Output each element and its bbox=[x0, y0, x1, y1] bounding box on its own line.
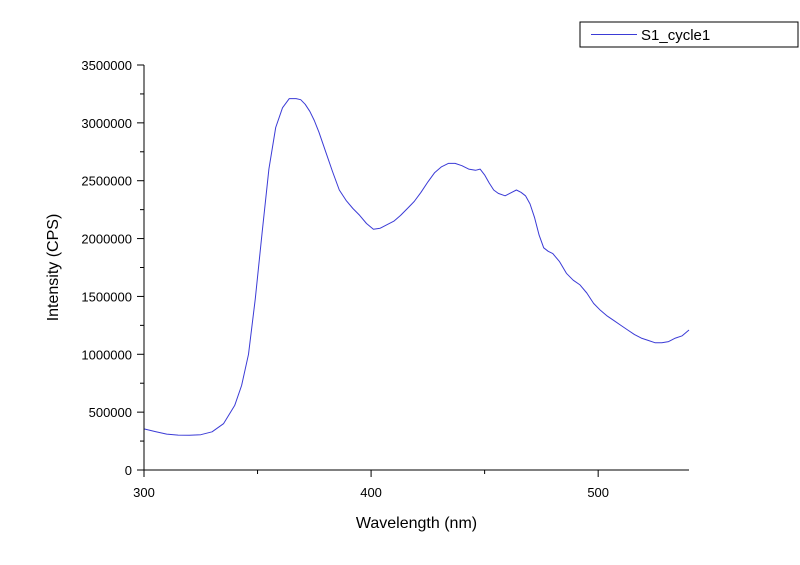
y-tick-label: 3000000 bbox=[81, 116, 132, 131]
y-tick-label: 500000 bbox=[89, 405, 132, 420]
x-tick-label: 300 bbox=[133, 485, 155, 500]
x-axis: 300 400 500 bbox=[133, 469, 689, 500]
legend: S1_cycle1 bbox=[579, 21, 799, 48]
y-tick-label: 2000000 bbox=[81, 232, 132, 247]
y-tick-label: 3500000 bbox=[81, 58, 132, 73]
y-axis-title: Intensity (CPS) bbox=[45, 214, 62, 322]
y-tick-label: 0 bbox=[125, 463, 132, 478]
x-axis-title: Wavelength (nm) bbox=[356, 515, 477, 532]
y-tick-label: 2500000 bbox=[81, 174, 132, 189]
x-tick-label: 500 bbox=[587, 485, 609, 500]
x-tick-label: 400 bbox=[360, 485, 382, 500]
plot-area bbox=[143, 98, 690, 436]
y-axis: 0 500000 1000000 1500000 2000000 2500000 30000… bbox=[81, 58, 145, 478]
legend-entry: S1_cycle1 bbox=[641, 27, 710, 44]
y-tick-label: 1500000 bbox=[81, 289, 132, 304]
y-tick-label: 1000000 bbox=[81, 347, 132, 362]
series-line bbox=[143, 98, 690, 436]
